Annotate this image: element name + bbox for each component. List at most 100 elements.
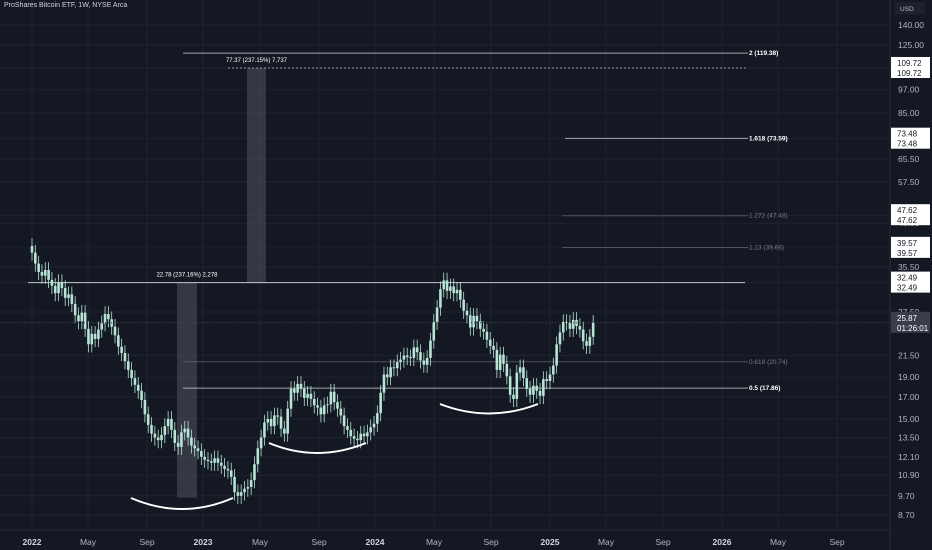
candle-body — [565, 321, 568, 323]
candle-body — [522, 367, 525, 379]
candle-body — [412, 347, 416, 358]
candle-body — [459, 289, 462, 300]
time-tick: Sep — [483, 537, 498, 547]
time-tick: 2022 — [23, 537, 42, 547]
price-tag — [891, 311, 930, 333]
candle-body — [60, 282, 64, 289]
candle-body — [588, 336, 592, 346]
price-tick: 85.00 — [898, 108, 920, 118]
price-tick: 10.90 — [898, 470, 920, 480]
candle-body — [210, 461, 213, 463]
candle-body — [442, 280, 446, 290]
currency-badge[interactable] — [895, 2, 925, 14]
price-tick: 8.70 — [898, 510, 915, 520]
candle-body — [555, 344, 558, 366]
candle-body — [356, 438, 359, 441]
candle-body — [97, 329, 100, 340]
price-tag-sub: 01:26:01 — [897, 324, 929, 333]
candle-body — [488, 339, 492, 346]
price-tick: 19.00 — [898, 372, 920, 382]
price-tag — [891, 236, 930, 258]
candle-body — [316, 405, 319, 408]
price-tag-value: 109.72 — [897, 59, 922, 68]
candle-body — [449, 286, 452, 291]
candle-body — [395, 362, 399, 369]
arc-2022[interactable] — [130, 497, 234, 510]
price-tick: 65.50 — [898, 154, 920, 164]
candle-body — [299, 383, 303, 389]
fib-extension[interactable]: 2 (119.38) 1.618 (73.59) 1.272 (47.48) 1.13… — [183, 50, 788, 392]
candle-body — [183, 428, 187, 433]
candle-body — [528, 388, 532, 395]
candle-body — [359, 433, 363, 441]
candle-body — [571, 319, 575, 329]
candle-body — [173, 429, 177, 443]
candle-body — [376, 413, 379, 424]
candle-body — [405, 355, 409, 358]
candle-body — [515, 372, 519, 399]
candle-body — [485, 331, 489, 340]
candle-body — [186, 428, 190, 438]
candle-body — [133, 378, 137, 385]
price-tag — [891, 271, 930, 293]
candle-body — [312, 398, 316, 406]
candle-body — [273, 415, 276, 427]
candle-body — [475, 315, 479, 322]
candle-body — [525, 378, 529, 389]
price-tick: 140.00 — [898, 20, 924, 30]
rounded-bottom-arcs[interactable] — [130, 403, 539, 510]
candle-body — [103, 313, 107, 324]
time-scale[interactable]: 2022 May Sep 2023 May Sep 2024 May Sep 2025 May Sep… — [0, 529, 890, 547]
price-tag — [891, 127, 930, 149]
time-tick: 2026 — [713, 537, 732, 547]
candle-body — [253, 464, 256, 481]
candle-body — [193, 445, 197, 449]
candle-body — [462, 299, 465, 311]
candle-body — [70, 294, 74, 304]
time-tick: 2023 — [194, 537, 213, 547]
candle-body — [415, 347, 419, 353]
candle-body — [107, 313, 110, 320]
time-tick: Sep — [655, 537, 670, 547]
candle-body — [342, 415, 346, 427]
fib-label: 1.272 (47.48) — [749, 213, 788, 220]
candle-body — [223, 465, 226, 469]
price-tag-sub: 109.72 — [897, 69, 922, 78]
candle-body — [47, 269, 50, 280]
time-tick: May — [252, 537, 269, 547]
candle-body — [422, 360, 426, 365]
fib-label: 1.618 (73.59) — [749, 135, 788, 142]
candle-body — [190, 437, 193, 446]
candle-body — [329, 391, 333, 405]
candle-body — [369, 427, 372, 433]
candle-body — [176, 442, 180, 447]
candle-body — [495, 349, 499, 370]
candle-body — [226, 468, 230, 471]
candle-body — [432, 321, 436, 341]
arc-2023[interactable] — [268, 442, 367, 454]
candle-body — [429, 340, 432, 358]
measure-box[interactable] — [247, 67, 266, 283]
candle-body — [445, 280, 449, 291]
price-tick: 17.00 — [898, 392, 920, 402]
candle-body — [146, 414, 150, 425]
candle-body — [535, 385, 539, 391]
price-tick: 15.00 — [898, 414, 920, 424]
candle-body — [505, 363, 509, 377]
candle-body — [306, 393, 309, 398]
arc-2024[interactable] — [439, 403, 539, 415]
candle-body — [43, 269, 47, 276]
measure-box[interactable] — [177, 282, 197, 498]
candle-body — [246, 486, 250, 489]
candle-body — [392, 367, 396, 369]
candle-body — [166, 418, 170, 427]
price-tag-value: 39.57 — [897, 239, 918, 248]
candle-body — [581, 329, 585, 342]
candle-body — [219, 462, 223, 466]
candle-body — [472, 315, 475, 328]
candle-body — [279, 416, 283, 429]
candle-body — [352, 436, 356, 439]
price-tag-value: 47.62 — [897, 206, 918, 215]
